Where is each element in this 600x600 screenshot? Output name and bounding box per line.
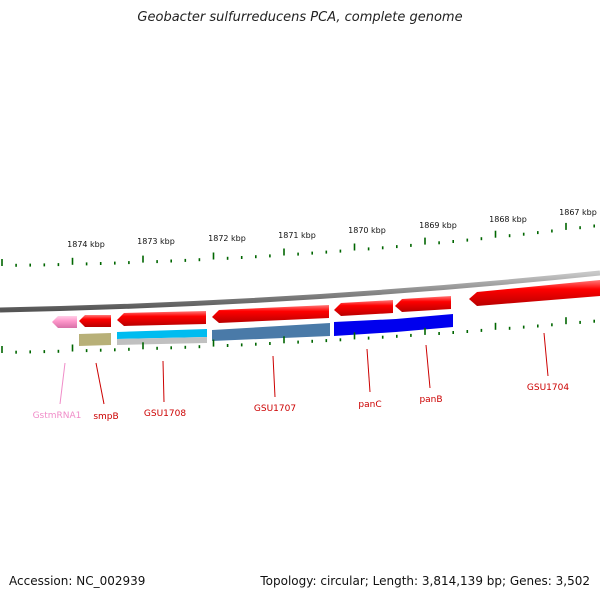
gstmrna1-arrow[interactable] xyxy=(52,316,77,328)
gstmrna1-pointer xyxy=(59,362,66,405)
gsu1707-pointer xyxy=(272,355,276,398)
lower-tick-row xyxy=(1,317,596,354)
gene-label-gstmrna1: GstmRNA1 xyxy=(33,411,82,421)
panb-arrow[interactable] xyxy=(395,296,451,312)
genome-summary: Topology: circular; Length: 3,814,139 bp… xyxy=(260,574,590,588)
smpb-arrow[interactable] xyxy=(79,315,111,327)
smpb-pointer xyxy=(95,362,105,405)
gene-label-gsu1707: GSU1707 xyxy=(254,404,296,414)
panb-feature-block xyxy=(396,314,453,332)
gsu1708-arrow[interactable] xyxy=(117,311,206,326)
gene-label-gsu1704: GSU1704 xyxy=(527,383,569,393)
gsu1704-arrow[interactable] xyxy=(469,280,600,306)
tick-labels: 1874 kbp 1873 kbp 1872 kbp 1871 kbp 1870… xyxy=(67,208,597,249)
tick-label: 1870 kbp xyxy=(348,226,386,235)
gsu1704-pointer xyxy=(543,332,549,377)
gene-labels: GstmRNA1 smpB GSU1708 GSU1707 panC panB … xyxy=(33,383,570,422)
tick-label: 1869 kbp xyxy=(419,221,457,230)
gene-label-gsu1708: GSU1708 xyxy=(144,409,186,419)
panc-arrow[interactable] xyxy=(334,300,393,316)
label-pointers xyxy=(59,332,549,405)
genome-title: Geobacter sulfurreducens PCA, complete g… xyxy=(137,10,463,25)
feature-blocks xyxy=(79,314,453,346)
gene-label-panb: panB xyxy=(419,395,442,405)
upper-tick-row xyxy=(1,222,596,267)
gsu1708-feature-block xyxy=(117,329,207,339)
gene-label-panc: panC xyxy=(358,400,381,410)
tick-label: 1873 kbp xyxy=(137,237,175,246)
gsu1708-pointer xyxy=(162,360,165,403)
gsu1707-feature-block xyxy=(212,323,330,341)
tick-label: 1871 kbp xyxy=(278,231,316,240)
tick-label: 1872 kbp xyxy=(208,234,246,243)
gene-arrows xyxy=(52,280,600,328)
panb-pointer xyxy=(425,344,431,389)
tick-label: 1868 kbp xyxy=(489,215,527,224)
smpb-feature-block xyxy=(79,333,111,346)
panc-feature-block xyxy=(334,319,396,336)
gsu1708-feature-block-lower xyxy=(117,337,207,345)
gsu1707-arrow[interactable] xyxy=(212,305,329,323)
gene-label-smpb: smpB xyxy=(93,412,118,422)
tick-label: 1867 kbp xyxy=(559,208,597,217)
tick-label: 1874 kbp xyxy=(67,240,105,249)
panc-pointer xyxy=(366,348,371,393)
accession-label: Accession: NC_002939 xyxy=(9,574,146,588)
genome-backbone xyxy=(0,270,600,313)
